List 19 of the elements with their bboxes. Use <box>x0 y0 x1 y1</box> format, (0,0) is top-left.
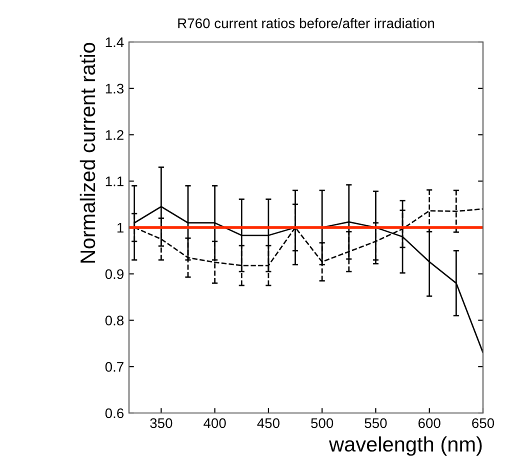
x-axis-title: wavelength (nm) <box>328 436 482 456</box>
y-tick-label: 0.7 <box>105 362 124 372</box>
y-tick-label: 1 <box>117 222 124 233</box>
x-tick-label: 550 <box>364 418 387 428</box>
x-tick-label: 650 <box>472 418 494 428</box>
y-tick-label: 0.9 <box>105 269 124 280</box>
y-tick-label: 1.3 <box>106 84 124 94</box>
x-tick-label: 500 <box>311 418 334 428</box>
x-tick-label: 450 <box>257 418 280 428</box>
y-tick-label: 1.1 <box>106 176 124 186</box>
x-tick-label: 350 <box>150 418 172 428</box>
chart-title: R760 current ratios before/after irradiation <box>178 18 434 28</box>
y-tick-label: 0.8 <box>105 316 124 326</box>
x-tick-label: 600 <box>418 418 440 428</box>
y-axis-title: Normalized current ratio <box>80 42 96 263</box>
x-tick-label: 400 <box>204 418 226 428</box>
y-tick-label: 1.2 <box>106 130 124 140</box>
y-tick-label: 1.4 <box>106 37 124 48</box>
y-tick-label: 0.6 <box>105 408 124 418</box>
